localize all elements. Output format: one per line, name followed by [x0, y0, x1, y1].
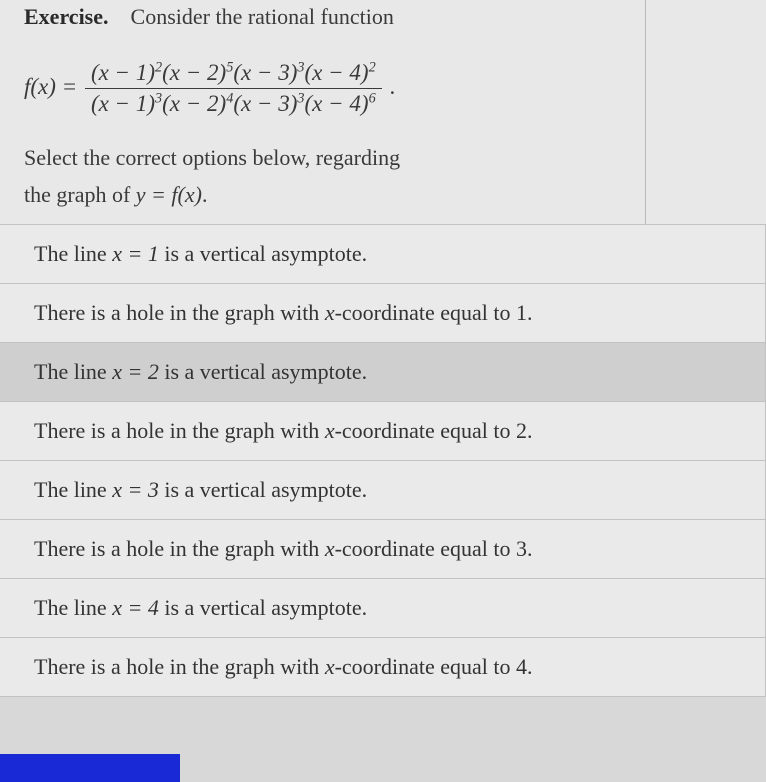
option-2[interactable]: There is a hole in the graph with x-coor… — [0, 284, 766, 343]
option-text-post: -coordinate equal to 3. — [335, 536, 533, 561]
option-text-post: -coordinate equal to 1. — [335, 300, 533, 325]
formula-numerator: (x − 1)2(x − 2)5(x − 3)3(x − 4)2 — [85, 60, 382, 88]
option-math: x — [325, 300, 335, 325]
bottom-accent-bar — [0, 754, 180, 782]
option-text-pre: The line — [34, 477, 112, 502]
option-4[interactable]: There is a hole in the graph with x-coor… — [0, 402, 766, 461]
exercise-intro: Consider the rational function — [131, 4, 394, 29]
formula-fraction: (x − 1)2(x − 2)5(x − 3)3(x − 4)2 (x − 1)… — [85, 60, 382, 117]
formula-trail: . — [389, 74, 395, 99]
prompt-block: Select the correct options below, regard… — [0, 135, 646, 224]
option-text-post: is a vertical asymptote. — [159, 359, 367, 384]
formula-block: f(x) = (x − 1)2(x − 2)5(x − 3)3(x − 4)2 … — [0, 42, 646, 135]
option-6[interactable]: There is a hole in the graph with x-coor… — [0, 520, 766, 579]
option-5[interactable]: The line x = 3 is a vertical asymptote. — [0, 461, 766, 520]
option-text-post: is a vertical asymptote. — [159, 477, 367, 502]
formula-denominator: (x − 1)3(x − 2)4(x − 3)3(x − 4)6 — [85, 88, 382, 117]
option-text-pre: The line — [34, 359, 112, 384]
option-3[interactable]: The line x = 2 is a vertical asymptote. — [0, 343, 766, 402]
option-text-post: is a vertical asymptote. — [159, 241, 367, 266]
option-text-pre: There is a hole in the graph with — [34, 654, 325, 679]
option-text-post: -coordinate equal to 2. — [335, 418, 533, 443]
formula-lhs: f(x) = — [24, 74, 77, 99]
option-math: x = 1 — [112, 241, 159, 266]
exercise-label: Exercise. — [24, 4, 109, 29]
option-text-pre: The line — [34, 595, 112, 620]
exercise-header: Exercise. Consider the rational function — [0, 0, 646, 42]
option-text-post: -coordinate equal to 4. — [335, 654, 533, 679]
exercise-page: Exercise. Consider the rational function… — [0, 0, 766, 697]
option-7[interactable]: The line x = 4 is a vertical asymptote. — [0, 579, 766, 638]
option-text-post: is a vertical asymptote. — [159, 595, 367, 620]
option-8[interactable]: There is a hole in the graph with x-coor… — [0, 638, 766, 697]
option-math: x = 3 — [112, 477, 159, 502]
option-text-pre: There is a hole in the graph with — [34, 536, 325, 561]
options-list: The line x = 1 is a vertical asymptote.T… — [0, 224, 766, 697]
prompt-line-2: the graph of y = f(x). — [24, 176, 621, 213]
option-math: x — [325, 654, 335, 679]
option-1[interactable]: The line x = 1 is a vertical asymptote. — [0, 225, 766, 284]
option-text-pre: The line — [34, 241, 112, 266]
option-text-pre: There is a hole in the graph with — [34, 300, 325, 325]
option-text-pre: There is a hole in the graph with — [34, 418, 325, 443]
option-math: x — [325, 536, 335, 561]
option-math: x — [325, 418, 335, 443]
option-math: x = 2 — [112, 359, 159, 384]
option-math: x = 4 — [112, 595, 159, 620]
prompt-line-1: Select the correct options below, regard… — [24, 139, 621, 176]
